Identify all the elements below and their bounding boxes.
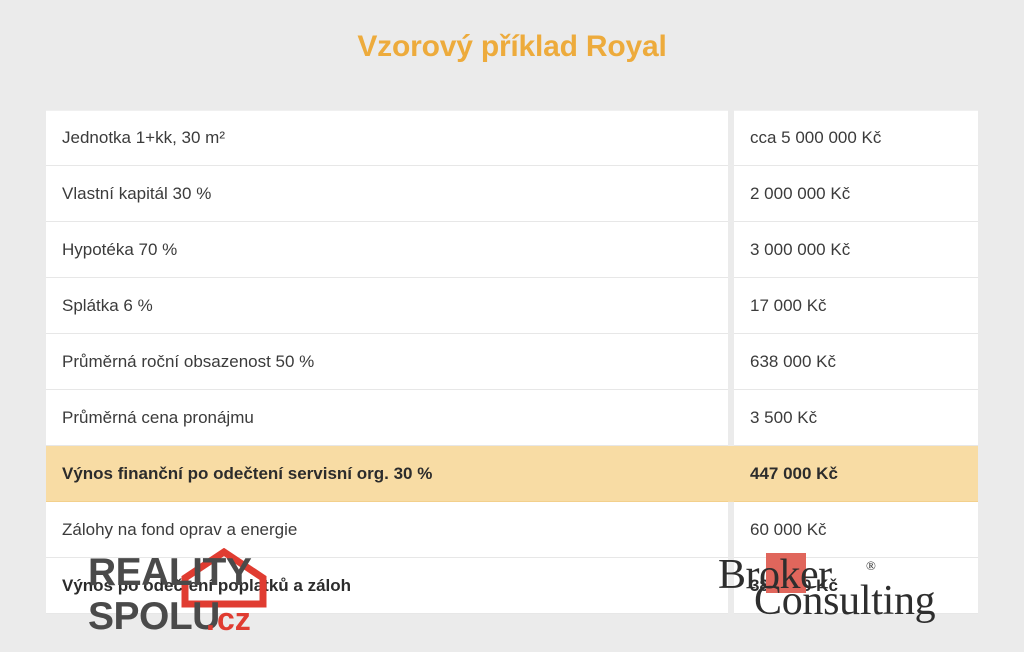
reality-spolu-logo-tld: cz bbox=[217, 601, 251, 637]
column-divider bbox=[728, 558, 734, 614]
table-row-label: Průměrná roční obsazenost 50 % bbox=[46, 334, 728, 390]
column-divider bbox=[728, 502, 734, 558]
page-title: Vzorový příklad Royal bbox=[357, 30, 667, 63]
reality-spolu-logo-line2: SPOLU bbox=[88, 595, 220, 638]
column-divider bbox=[728, 222, 734, 278]
table-row: Výnos finanční po odečtení servisní org.… bbox=[46, 446, 978, 502]
column-divider bbox=[728, 110, 734, 166]
house-outline-icon bbox=[181, 548, 267, 608]
table-row-label: Jednotka 1+kk, 30 m² bbox=[46, 110, 728, 166]
column-divider bbox=[728, 390, 734, 446]
table-row: Zálohy na fond oprav a energie 60 000 Kč bbox=[46, 502, 978, 558]
table-row: Průměrná cena pronájmu 3 500 Kč bbox=[46, 390, 978, 446]
table-row: Hypotéka 70 % 3 000 000 Kč bbox=[46, 222, 978, 278]
table-row-value: 17 000 Kč bbox=[734, 278, 978, 334]
table-row-value: 447 000 Kč bbox=[734, 446, 978, 502]
broker-consulting-square-mark bbox=[766, 553, 806, 593]
column-divider bbox=[728, 334, 734, 390]
table-row: Splátka 6 % 17 000 Kč bbox=[46, 278, 978, 334]
column-divider bbox=[728, 166, 734, 222]
table-row: Vlastní kapitál 30 % 2 000 000 Kč bbox=[46, 166, 978, 222]
table-row-label: Průměrná cena pronájmu bbox=[46, 390, 728, 446]
table-row-value: 2 000 000 Kč bbox=[734, 166, 978, 222]
column-divider bbox=[728, 278, 734, 334]
table-row-label: Splátka 6 % bbox=[46, 278, 728, 334]
table-row: Průměrná roční obsazenost 50 % 638 000 Kč bbox=[46, 334, 978, 390]
table-row-value: 3 000 000 Kč bbox=[734, 222, 978, 278]
table-row-label: Zálohy na fond oprav a energie bbox=[46, 502, 728, 558]
reality-spolu-logo: REALITY SPOLU . cz bbox=[88, 546, 318, 652]
table-row-label: Výnos po odečtení poplatků a záloh bbox=[46, 558, 728, 614]
reality-spolu-logo-dot: . bbox=[206, 601, 215, 637]
table-row-value: 60 000 Kč bbox=[734, 502, 978, 558]
column-divider bbox=[728, 446, 734, 502]
table-row-value: cca 5 000 000 Kč bbox=[734, 110, 978, 166]
broker-consulting-logo-line2: Consulting bbox=[754, 578, 936, 624]
broker-consulting-logo-line1: Broker bbox=[718, 552, 832, 598]
table-row-label: Výnos finanční po odečtení servisní org.… bbox=[46, 446, 728, 502]
reality-spolu-logo-line1: REALITY bbox=[88, 551, 252, 594]
table-row-value: 638 000 Kč bbox=[734, 334, 978, 390]
example-calculation-table: Jednotka 1+kk, 30 m² cca 5 000 000 Kč Vlas… bbox=[46, 110, 978, 614]
table-row: Jednotka 1+kk, 30 m² cca 5 000 000 Kč bbox=[46, 110, 978, 166]
table-row-value: 3 500 Kč bbox=[734, 390, 978, 446]
table-row-label: Hypotéka 70 % bbox=[46, 222, 728, 278]
table-row-label: Vlastní kapitál 30 % bbox=[46, 166, 728, 222]
registered-trademark-icon: ® bbox=[866, 558, 876, 573]
broker-consulting-logo: Broker ® Consulting bbox=[718, 552, 948, 634]
